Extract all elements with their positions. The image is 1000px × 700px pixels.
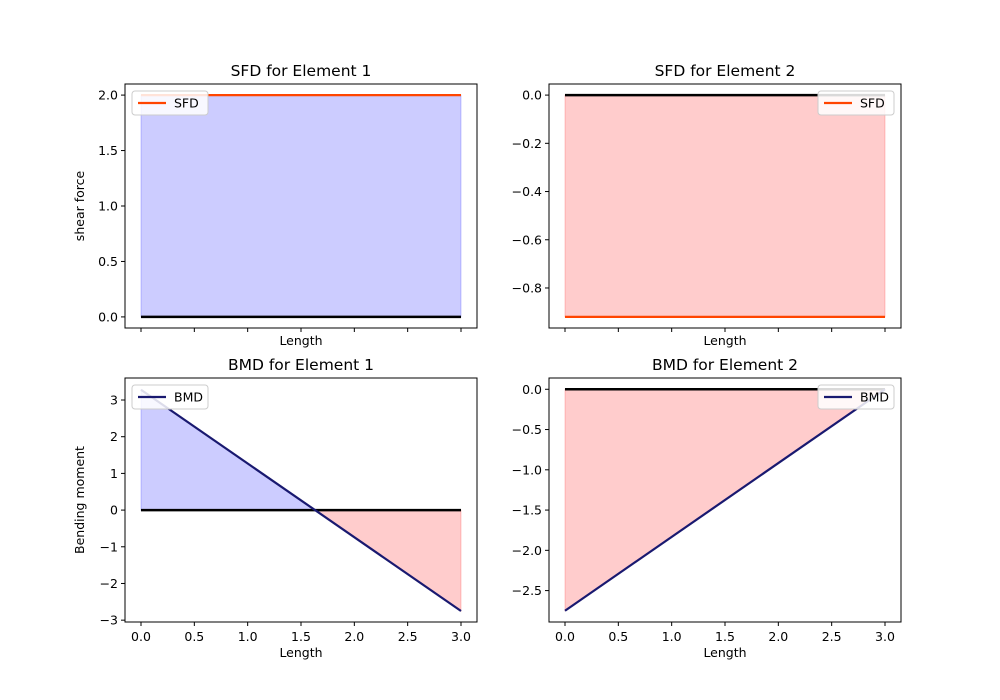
y-tick-label: 0.0 (522, 382, 542, 397)
x-tick-label: 2.5 (398, 629, 418, 644)
y-axis-label: Bending moment (72, 446, 87, 554)
x-tick-label: 0.0 (555, 629, 575, 644)
x-axis-label: Length (703, 333, 746, 348)
x-tick-label: 2.0 (768, 629, 788, 644)
x-tick-label: 1.0 (662, 629, 682, 644)
y-tick-label: −0.4 (512, 184, 542, 199)
legend-label: BMD (174, 390, 203, 405)
x-tick-label: 3.0 (875, 629, 895, 644)
x-tick-label: 2.5 (822, 629, 842, 644)
fill-region-1 (140, 94, 462, 318)
x-tick-label: 0.5 (608, 629, 628, 644)
y-tick-label: −2.0 (512, 543, 542, 558)
subplot-2: −0.8 −0.6 −0.4 −0.2 0.0 SFD for Element 2 Leng… (512, 62, 902, 348)
y-axis-label: shear force (72, 171, 87, 242)
x-tick-label: 1.0 (238, 629, 258, 644)
legend-box (131, 90, 209, 116)
legend-label: BMD (860, 390, 889, 405)
x-tick-label: 0.5 (184, 629, 204, 644)
legend-label: SFD (174, 96, 199, 111)
y-tick-label: −3 (100, 613, 118, 628)
y-tick-label: −0.8 (512, 280, 542, 295)
subplot-4: 0.0 0.5 1.0 1.5 2.0 2.5 3.0 −2.5 −2.0 −1.5 −1.0 −0.… (512, 356, 902, 660)
legend: BMD (131, 384, 209, 410)
x-axis-label: Length (703, 645, 746, 660)
fill-region-1 (564, 94, 886, 318)
chart-title: BMD for Element 1 (228, 356, 374, 374)
y-tick-label: 2 (110, 429, 118, 444)
legend-box (817, 90, 895, 116)
y-tick-label: 0.5 (98, 254, 118, 269)
chart-title: BMD for Element 2 (652, 356, 798, 374)
legend-label: SFD (860, 96, 885, 111)
y-tick-label: 3 (110, 393, 118, 408)
x-tick-label: 1.5 (715, 629, 735, 644)
x-axis-label: Length (279, 645, 322, 660)
x-tick-label: 2.0 (344, 629, 364, 644)
x-tick-label: 3.0 (451, 629, 471, 644)
subplot-1: 0.0 0.5 1.0 1.5 2.0 SFD for Element 1 Length sh… (72, 62, 478, 348)
y-tick-label: −1.5 (512, 503, 542, 518)
y-tick-label: −0.5 (512, 422, 542, 437)
legend: SFD (817, 90, 895, 116)
y-tick-label: 1.5 (98, 143, 118, 158)
x-axis-label: Length (279, 333, 322, 348)
y-tick-label: 0.0 (522, 88, 542, 103)
y-tick-label: 2.0 (98, 88, 118, 103)
y-tick-label: −2.5 (512, 583, 542, 598)
legend-box (131, 384, 209, 410)
y-tick-label: 1.0 (98, 199, 118, 214)
y-tick-label: 0 (110, 503, 118, 518)
y-tick-label: −1.0 (512, 462, 542, 477)
y-tick-label: −0.6 (512, 232, 542, 247)
y-tick-label: 0.0 (98, 309, 118, 324)
chart-title: SFD for Element 2 (655, 62, 796, 80)
y-tick-label: −0.2 (512, 136, 542, 151)
x-tick-label: 0.0 (131, 629, 151, 644)
y-tick-label: −2 (100, 576, 118, 591)
legend-box (817, 384, 895, 410)
y-tick-label: 1 (110, 466, 118, 481)
legend: BMD (817, 384, 895, 410)
x-tick-label: 1.5 (291, 629, 311, 644)
legend: SFD (131, 90, 209, 116)
chart-title: SFD for Element 1 (231, 62, 372, 80)
series-line-bmd (564, 388, 886, 612)
series-line-bmd (140, 388, 462, 612)
y-tick-label: −1 (100, 539, 118, 554)
subplot-3: 0.0 0.5 1.0 1.5 2.0 2.5 3.0 −3 −2 −1 0 1 2 3 BMD for E… (72, 356, 478, 660)
